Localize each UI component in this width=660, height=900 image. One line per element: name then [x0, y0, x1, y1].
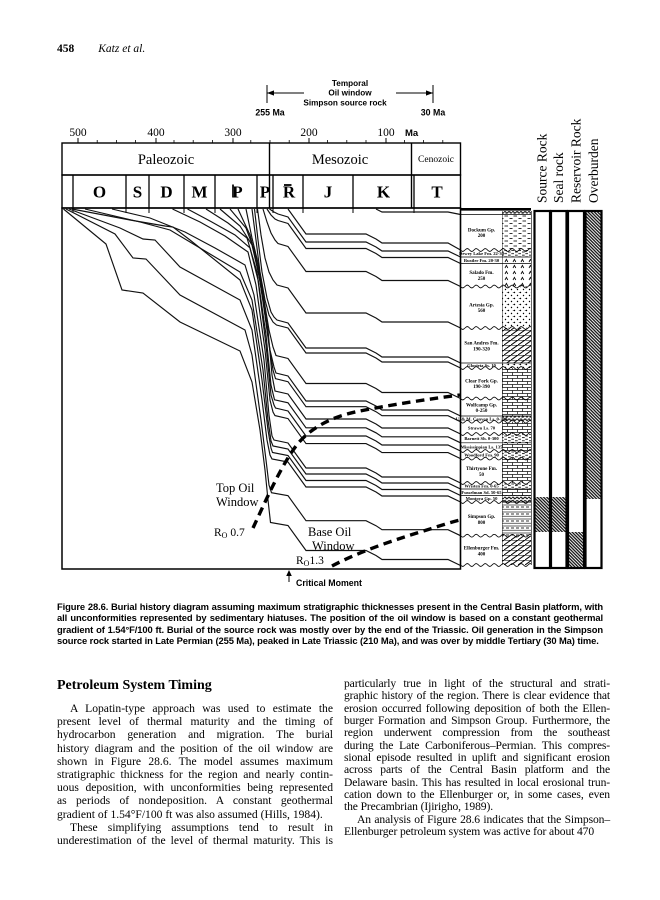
svg-text:Dockum Gp.: Dockum Gp.	[468, 228, 496, 233]
svg-text:P: P	[260, 183, 270, 202]
svg-text:400: 400	[478, 552, 486, 557]
svg-text:K: K	[377, 183, 391, 202]
svg-text:Base Oil: Base Oil	[308, 525, 352, 539]
svg-text:Strawn Ls. 70: Strawn Ls. 70	[468, 425, 496, 430]
svg-text:800: 800	[478, 521, 486, 526]
svg-text:S: S	[133, 183, 142, 202]
svg-text:Ma: Ma	[405, 128, 419, 139]
svg-text:100: 100	[377, 127, 395, 139]
svg-text:M: M	[191, 183, 207, 202]
svg-text:Montoya Gp. 50: Montoya Gp. 50	[466, 496, 498, 501]
svg-text:Top Oil: Top Oil	[216, 481, 255, 495]
svg-text:Reservoir Rock: Reservoir Rock	[569, 118, 584, 203]
svg-text:Wristen Fm. 0-65: Wristen Fm. 0-65	[464, 484, 499, 489]
svg-text:Rustler Fm. 20-30: Rustler Fm. 20-30	[464, 258, 500, 263]
svg-text:Temporal: Temporal	[332, 79, 368, 88]
svg-text:J: J	[324, 183, 333, 202]
svg-text:U. & M. Canyon Ls. 0-300: U. & M. Canyon Ls. 0-300	[456, 416, 508, 421]
svg-text:Source Rock: Source Rock	[535, 133, 550, 203]
svg-text:Mesozoic: Mesozoic	[312, 152, 368, 168]
svg-text:T: T	[431, 183, 443, 202]
svg-text:Barnett Sh. 0-300: Barnett Sh. 0-300	[464, 436, 499, 441]
svg-text:500: 500	[69, 127, 87, 139]
svg-text:P: P	[232, 183, 242, 202]
svg-text:Mississippian Ls. 135: Mississippian Ls. 135	[461, 444, 503, 449]
svg-text:Artesia Gp.: Artesia Gp.	[469, 303, 494, 308]
svg-text:Oil window: Oil window	[328, 89, 372, 98]
svg-text:30 Ma: 30 Ma	[421, 108, 446, 118]
svg-text:Critical Moment: Critical Moment	[296, 578, 362, 588]
svg-text:Seal rock: Seal rock	[551, 152, 566, 203]
svg-text:255 Ma: 255 Ma	[255, 108, 284, 118]
svg-text:Wolfcamp Gp.: Wolfcamp Gp.	[466, 403, 498, 408]
svg-text:Simpson source rock: Simpson source rock	[303, 99, 387, 108]
svg-text:Woodford Fm. 90: Woodford Fm. 90	[464, 452, 499, 457]
svg-text:Ellenburger Fm.: Ellenburger Fm.	[464, 547, 500, 552]
svg-text:Window: Window	[216, 495, 259, 509]
svg-text:RO1.3: RO1.3	[296, 555, 324, 568]
svg-text:190-390: 190-390	[473, 385, 490, 390]
svg-text:Salado Fm.: Salado Fm.	[469, 271, 494, 276]
svg-text:Window: Window	[312, 539, 355, 553]
svg-text:200: 200	[478, 234, 486, 239]
svg-text:190-320: 190-320	[473, 348, 490, 353]
svg-text:Overburden: Overburden	[586, 138, 601, 203]
svg-text:300: 300	[224, 127, 242, 139]
svg-text:400: 400	[147, 127, 165, 139]
svg-text:Thirtyone Fm.: Thirtyone Fm.	[466, 467, 498, 472]
svg-text:Clear Fork Gp.: Clear Fork Gp.	[465, 379, 499, 384]
svg-text:R: R	[283, 183, 296, 202]
svg-text:RO 0.7: RO 0.7	[214, 527, 245, 540]
svg-text:Simpson Gp.: Simpson Gp.	[468, 515, 496, 520]
svg-text:Cenozoic: Cenozoic	[418, 155, 454, 165]
svg-text:0-250: 0-250	[476, 409, 488, 414]
svg-text:Paleozoic: Paleozoic	[138, 152, 194, 168]
svg-text:200: 200	[300, 127, 318, 139]
svg-text:Dewey Lake Fm. 22-30: Dewey Lake Fm. 22-30	[459, 251, 505, 256]
svg-text:D: D	[160, 183, 172, 202]
svg-text:Fusselman Sd. 50-65: Fusselman Sd. 50-65	[461, 490, 502, 495]
svg-text:San Andres Fm.: San Andres Fm.	[464, 342, 499, 347]
svg-text:Glorieta Ss. 10: Glorieta Ss. 10	[467, 363, 496, 368]
svg-text:O: O	[93, 183, 106, 202]
svg-text:250: 250	[478, 277, 486, 282]
svg-text:50: 50	[479, 473, 485, 478]
svg-text:560: 560	[478, 309, 486, 314]
